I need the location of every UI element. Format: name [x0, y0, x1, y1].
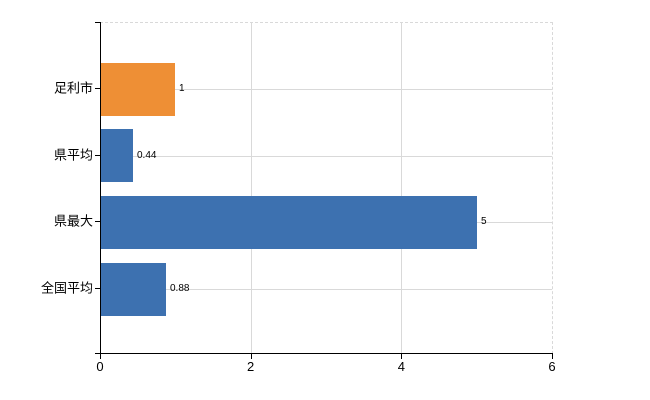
x-axis-line: [100, 353, 553, 354]
gridline-horizontal: [100, 89, 552, 90]
x-tick-label: 4: [397, 359, 405, 374]
x-tick-label: 6: [548, 359, 556, 374]
bar-value-label: 0.44: [137, 149, 157, 161]
gridline-horizontal: [100, 156, 552, 157]
y-axis-tick: [95, 88, 100, 89]
y-axis-tick: [95, 288, 100, 289]
x-axis-tick: [100, 354, 101, 359]
y-axis-tick: [95, 155, 100, 156]
x-axis-tick: [251, 354, 252, 359]
x-tick-label: 0: [96, 359, 104, 374]
gridline-vertical: [250, 23, 252, 354]
category-label: 足利市: [53, 80, 93, 96]
x-axis-tick: [552, 354, 553, 359]
chart-bar: [100, 263, 166, 316]
bar-value-label: 5: [481, 216, 487, 228]
category-label: 県最大: [53, 213, 93, 229]
y-axis-tick: [95, 353, 100, 354]
gridline-horizontal: [100, 289, 552, 290]
category-label: 県平均: [53, 147, 93, 163]
chart-bar: [100, 129, 133, 182]
category-label: 全国平均: [40, 280, 93, 296]
gridline-vertical: [401, 23, 403, 354]
plot-area: 1 0.44 5 0.88: [100, 22, 553, 354]
chart-bar: [100, 196, 477, 249]
y-axis-tick: [95, 221, 100, 222]
y-axis-tick: [95, 22, 100, 23]
y-axis-line: [100, 22, 101, 354]
bar-value-label: 0.88: [170, 283, 190, 294]
x-axis-tick: [401, 354, 402, 359]
bar-value-label: 1: [179, 83, 185, 94]
x-tick-label: 2: [247, 359, 255, 374]
chart-bar: [100, 63, 175, 116]
